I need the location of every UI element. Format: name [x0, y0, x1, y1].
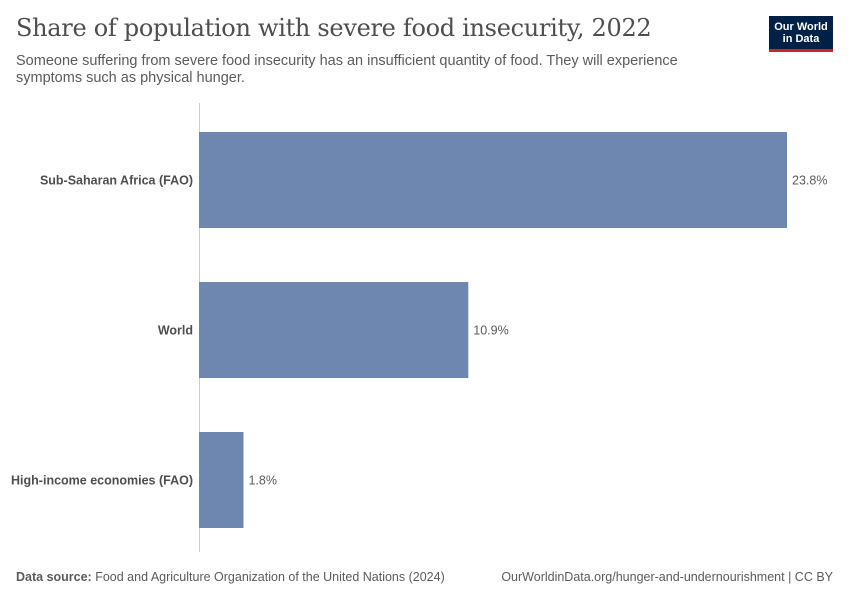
- value-label: 23.8%: [792, 174, 827, 188]
- value-label: 1.8%: [248, 474, 277, 488]
- source-label: Data source:: [16, 570, 92, 584]
- category-label: Sub-Saharan Africa (FAO): [40, 174, 193, 188]
- license-text: | CC BY: [788, 570, 833, 584]
- category-label: High-income economies (FAO): [11, 474, 193, 488]
- bar: [199, 432, 244, 528]
- chart-subtitle: Someone suffering from severe food insec…: [16, 53, 678, 86]
- logo-line-1: Our World: [774, 21, 828, 33]
- source-text: Food and Agriculture Organization of the…: [95, 570, 445, 584]
- owid-logo[interactable]: Our World in Data: [769, 16, 833, 52]
- source-link[interactable]: OurWorldinData.org/hunger-and-undernouri…: [501, 570, 785, 584]
- footer-source: Data source: Food and Agriculture Organi…: [16, 570, 445, 584]
- value-label: 10.9%: [473, 324, 508, 338]
- logo-line-2: in Data: [782, 33, 820, 45]
- category-label: World: [158, 324, 193, 338]
- chart-title: Share of population with severe food ins…: [16, 14, 652, 42]
- footer-link: OurWorldinData.org/hunger-and-undernouri…: [501, 570, 833, 584]
- bar: [199, 282, 469, 378]
- bar: [199, 132, 787, 228]
